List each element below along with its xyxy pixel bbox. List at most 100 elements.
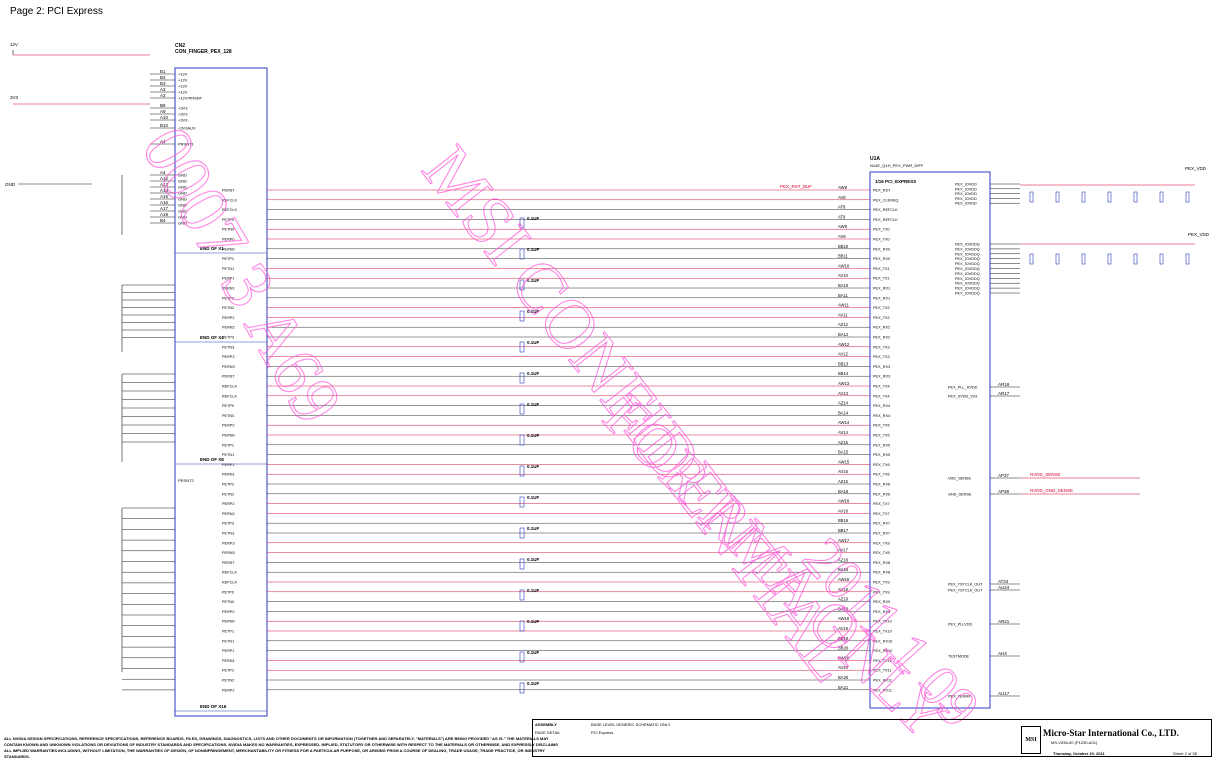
gpu-misc-label: PEX_TSTCLK_OUT	[948, 589, 983, 593]
cap-value: 0.1UF	[527, 216, 540, 221]
gpu-signal-label: PEX_TX3	[873, 345, 890, 349]
gpu-pin-number: BB16	[838, 518, 849, 523]
cap-value: 0.1UF	[527, 278, 540, 283]
connector-lane-label: PERN1	[222, 287, 235, 291]
gpu-pin-number: AV13	[838, 391, 849, 396]
ac-coupling-cap	[519, 341, 525, 353]
connector-lane-label: PETN0	[222, 600, 234, 604]
gpu-misc-pin-number: AR21	[998, 619, 1010, 624]
decoupling-cap	[1055, 191, 1060, 203]
connector-lane-label: PETP1	[222, 257, 234, 261]
ac-coupling-cap	[519, 620, 525, 632]
connector-lane-label: PERN2	[222, 326, 235, 330]
gpu-signal-label: PEX_TX4	[873, 394, 890, 398]
decoupling-caps: 0.1UF 0.1UF 0.1UF 0.1UF 0.1UF 0.1UF 0.1UF 0.1UF…	[519, 216, 540, 694]
gpu-section: 1/16 PCI_EXPRESS	[875, 179, 916, 184]
gpu-signal-label: PEX_REFCLK	[873, 218, 898, 222]
connector-pin-label: GND	[178, 215, 187, 220]
gpu-signal-label: PEX_TX5	[873, 424, 890, 428]
connector-lane-label: PERN2	[222, 512, 235, 516]
gpu-pin-number: AW10	[838, 263, 850, 268]
end-marker-label: END OF X8	[200, 457, 224, 462]
gpu-misc-label: PEX_SVDD_3V3	[948, 395, 977, 399]
end-marker-label: END OF X1	[200, 246, 224, 251]
connector-pin-label: +12V	[178, 78, 188, 83]
cap-value: 0.1UF	[527, 588, 540, 593]
gpu-power-label: PEX_IOVDDQ	[955, 287, 980, 291]
gpu-pin-number: AV18	[838, 587, 849, 592]
connector-pin-number: A3	[160, 93, 166, 98]
connector-pin-number: A18	[160, 212, 169, 217]
cap-value: 0.1UF	[527, 557, 540, 562]
cap-value: 0.1UF	[527, 433, 540, 438]
gpu-pin-number: AW12	[838, 342, 850, 347]
gpu-signal-label: PEX_TX9	[873, 590, 890, 594]
connector-lane-label: PETN2	[222, 306, 234, 310]
gpu-pin-number: AT8	[838, 205, 846, 210]
ac-coupling-cap	[519, 651, 525, 663]
gpu-pin-number: AW18	[838, 577, 850, 582]
gpu-pin-number: AZ18	[838, 557, 849, 562]
connector-pin-label: +12V	[178, 90, 188, 95]
gpu-misc-pin-number: AU17	[998, 691, 1010, 696]
cap-value: 0.1UF	[527, 247, 540, 252]
connector-lane-label: PERP0	[222, 238, 234, 242]
gpu-signal-label: PEX_RX9	[873, 610, 890, 614]
connector-pin-number: A10	[160, 115, 169, 120]
gpu-pin-number: AV15	[838, 469, 849, 474]
gpu-misc-label: PEX_TERMP	[948, 695, 971, 699]
connector-lane-label: REFCLK	[222, 571, 237, 575]
ac-coupling-cap	[519, 279, 525, 291]
gpu-signal-label: PEX_TX5	[873, 434, 890, 438]
connector-lane-label: PETN3	[222, 532, 234, 536]
ac-coupling-cap	[519, 434, 525, 446]
gpu-pin-number: AV9	[838, 234, 846, 239]
gpu-signal-label: PEX_TX8	[873, 551, 890, 555]
gpu-signal-label: PEX_RX10	[873, 639, 892, 643]
cap-value: 0.1UF	[527, 495, 540, 500]
connector-lane-label: PERN0	[222, 620, 235, 624]
gpu-signal-label: PEX_TX7	[873, 512, 890, 516]
prsnt2-label: PRSNT2	[178, 478, 195, 483]
gpu-signal-label: PEX_RX2	[873, 326, 890, 330]
gpu-pin-number: BB14	[838, 371, 849, 376]
gpu-pin-number: BA15	[838, 450, 849, 455]
gpu-signal-label: PEX_TX2	[873, 306, 890, 310]
connector-pin-label: GND	[178, 209, 187, 214]
decoupling-cap	[1029, 191, 1034, 203]
gpu-signal-label: PEX_TX9	[873, 581, 890, 585]
gpu-signal-label: PEX_RX8	[873, 561, 890, 565]
gpu-pin-number: AW15	[838, 459, 850, 464]
gpu-signal-label: PEX_TX8	[873, 541, 890, 545]
connector-pin-label: GND	[178, 173, 187, 178]
connector-left-pins: B1B2B3A2A3B8A9A10B10A1A4A12A13A14A15A16A…	[121, 69, 175, 691]
ac-coupling-cap	[519, 682, 525, 694]
connector-lane-labels: PERST REFCLK REFCLK PETP0 PETN0 PERP0 PERN0 PET…	[222, 189, 237, 693]
gpu-pin-number: AV17	[838, 548, 849, 553]
gpu-signal-label: PEX_RX3	[873, 375, 890, 379]
gpu-signal-label: PEX_RX4	[873, 404, 890, 408]
cap-value: 0.1UF	[527, 650, 540, 655]
gpu-pin-number: AZ19	[838, 597, 849, 602]
gpu-pin-number: BA11	[838, 293, 849, 298]
ac-coupling-cap	[519, 217, 525, 229]
gpu-signal-label: PEX_RX9	[873, 600, 890, 604]
cap-value: 0.1UF	[527, 309, 540, 314]
connector-lane-label: PERST	[222, 561, 235, 565]
gpu-signal-label: PEX_TX0	[873, 228, 890, 232]
gpu-pin-number: BA21	[838, 685, 849, 690]
gpu-body	[869, 171, 991, 709]
legal-disclaimer: ALL NVIDIA DESIGN SPECIFICATIONS, REFERE…	[4, 736, 558, 759]
title-block: ASSEMBLY BASE LEVEL GENERIC SCHEMATIC ON…	[532, 719, 1212, 757]
gpu-signal-label: PEX_TX10	[873, 630, 892, 634]
connector-pin-label: GND	[178, 221, 187, 226]
cap-value: 0.1UF	[527, 619, 540, 624]
net-12v: 12V	[10, 42, 18, 47]
gpu-signal-label: PEX_RX1	[873, 296, 890, 300]
connector-lane-label: PERN3	[222, 365, 235, 369]
connector-pin-number: A13	[160, 182, 169, 187]
gpu-pin-number: BB19	[838, 636, 849, 641]
cap-value: 0.1UF	[527, 681, 540, 686]
decoupling-cap	[1133, 191, 1138, 203]
